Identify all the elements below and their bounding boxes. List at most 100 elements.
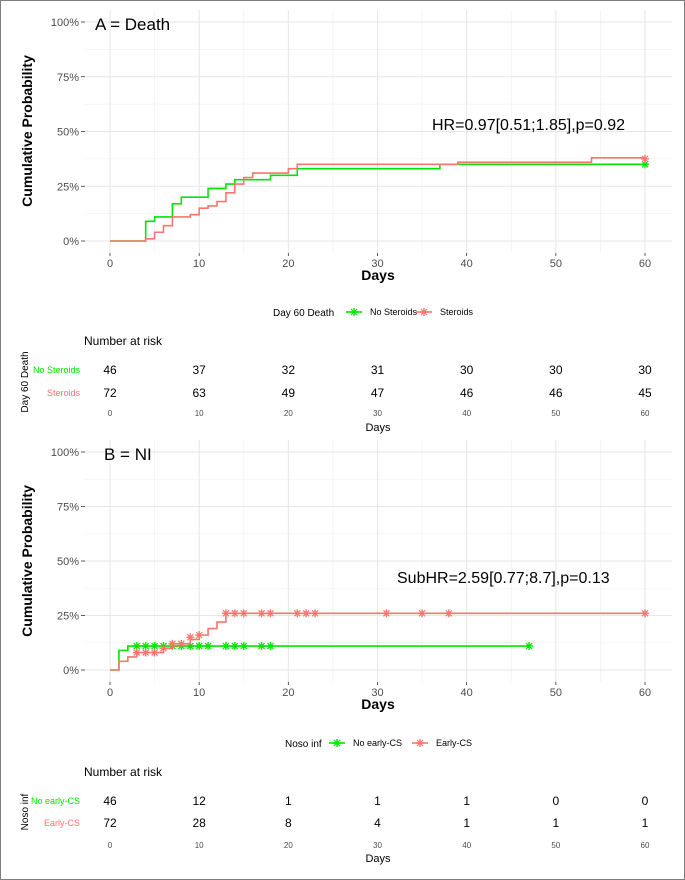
risk-count: 30 bbox=[549, 363, 563, 377]
censor-mark-d2 bbox=[641, 155, 649, 163]
risk-count: 1 bbox=[463, 816, 470, 830]
legend-key-mark-d2 bbox=[333, 739, 341, 747]
legend-key-mark-d2 bbox=[416, 739, 424, 747]
censor-mark-d2 bbox=[267, 642, 274, 650]
censor-mark-d2 bbox=[641, 609, 649, 617]
legend-title: Day 60 Death bbox=[273, 308, 334, 319]
censor-mark-d2 bbox=[195, 642, 203, 650]
legend-entry: No Steroids bbox=[370, 307, 418, 317]
risk-time-label: 0 bbox=[108, 409, 113, 418]
risk-count: 0 bbox=[552, 794, 559, 808]
risk-table-xlabel: Days bbox=[365, 422, 391, 434]
legend-key-mark-d2 bbox=[420, 308, 428, 316]
x-tick-label: 30 bbox=[371, 687, 383, 699]
series-line bbox=[110, 163, 645, 242]
risk-time-label: 60 bbox=[641, 409, 650, 418]
censor-mark-d2 bbox=[133, 649, 141, 656]
risk-count: 1 bbox=[642, 816, 649, 830]
y-tick-label: 0% bbox=[63, 665, 79, 677]
risk-strata-label: Early-CS bbox=[44, 818, 80, 828]
censor-mark-d2 bbox=[231, 642, 239, 650]
risk-count: 28 bbox=[192, 816, 206, 830]
risk-count: 46 bbox=[549, 386, 563, 400]
risk-count: 46 bbox=[103, 363, 117, 377]
censor-mark-d2 bbox=[240, 642, 248, 650]
hazard-ratio-annotation: HR=0.97[0.51;1.85],p=0.92 bbox=[432, 117, 625, 134]
y-axis-title: Cumulative Probability bbox=[19, 485, 35, 637]
censor-mark-d2 bbox=[222, 642, 230, 650]
censor-mark-d2 bbox=[231, 609, 239, 617]
censor-mark-d2 bbox=[258, 642, 266, 650]
y-tick-label: 50% bbox=[57, 556, 79, 568]
censor-mark-d2 bbox=[186, 633, 194, 641]
y-axis-title: Cumulative Probability bbox=[19, 55, 35, 207]
legend: Day 60 Death No Steroids Steroids bbox=[273, 307, 474, 319]
risk-count: 1 bbox=[463, 794, 470, 808]
risk-count: 30 bbox=[638, 363, 652, 377]
risk-count: 45 bbox=[638, 386, 652, 400]
risk-time-label: 40 bbox=[462, 841, 471, 850]
censor-mark-d2 bbox=[186, 642, 194, 650]
series-no-steroids bbox=[110, 160, 649, 242]
censor-mark-d2 bbox=[160, 644, 167, 652]
y-tick-label: 100% bbox=[51, 447, 79, 459]
series-line bbox=[110, 156, 645, 242]
risk-time-label: 30 bbox=[373, 409, 382, 418]
risk-count: 72 bbox=[103, 386, 117, 400]
series-steroids bbox=[110, 154, 649, 242]
risk-count: 46 bbox=[103, 794, 117, 808]
risk-time-label: 30 bbox=[373, 841, 382, 850]
risk-time-label: 50 bbox=[551, 841, 560, 850]
panel-a: 0% 25% 50% 75% 100% 0 10 20 30 40 50 60 Days Cumulati… bbox=[19, 10, 672, 434]
censor-mark-d2 bbox=[168, 640, 176, 648]
censor-mark-d2 bbox=[142, 649, 150, 656]
x-tick-label: 60 bbox=[639, 258, 651, 270]
censor-mark-d2 bbox=[177, 640, 185, 648]
risk-time-label: 10 bbox=[195, 409, 204, 418]
censor-mark-d2 bbox=[525, 642, 533, 650]
risk-count: 12 bbox=[192, 794, 206, 808]
censor-mark-d2 bbox=[258, 609, 266, 617]
x-tick-label: 0 bbox=[107, 687, 113, 699]
risk-time-label: 20 bbox=[284, 841, 293, 850]
risk-count: 1 bbox=[552, 816, 559, 830]
x-tick-label: 10 bbox=[193, 258, 205, 270]
legend-entry: Early-CS bbox=[436, 738, 472, 748]
risk-count: 4 bbox=[374, 816, 381, 830]
panel-b: 0%25%50%75%100%0 10 20 30 40 50 60DaysCumulati… bbox=[19, 440, 672, 865]
x-tick-label: 20 bbox=[282, 687, 294, 699]
y-tick-label: 100% bbox=[51, 17, 79, 29]
legend-title: Noso inf bbox=[285, 739, 322, 750]
y-tick-label: 25% bbox=[57, 611, 79, 623]
risk-count: 31 bbox=[371, 363, 385, 377]
censor-mark-d2 bbox=[195, 631, 203, 639]
x-tick-label: 50 bbox=[550, 258, 562, 270]
series-early-cs bbox=[110, 609, 649, 671]
risk-time-label: 20 bbox=[284, 409, 293, 418]
risk-table-ylabel: Noso inf bbox=[20, 793, 31, 830]
censor-mark-d2 bbox=[240, 609, 248, 617]
risk-time-label: 40 bbox=[462, 409, 471, 418]
x-tick-label: 50 bbox=[550, 687, 562, 699]
y-tick-label: 75% bbox=[57, 502, 79, 514]
risk-table: Number at risk Noso inf No early-CS 46 12 1 1 1… bbox=[20, 765, 650, 865]
censor-mark-d2 bbox=[222, 609, 230, 617]
legend-entry: Steroids bbox=[440, 307, 474, 317]
risk-table-title: Number at risk bbox=[84, 334, 163, 348]
legend: Noso inf No early-CS Early-CS bbox=[285, 738, 472, 750]
x-tick-label: 40 bbox=[461, 258, 473, 270]
y-tick-label: 50% bbox=[57, 127, 79, 139]
censor-mark-d2 bbox=[133, 642, 141, 650]
risk-table-ylabel: Day 60 Death bbox=[20, 351, 31, 412]
censor-mark-d2 bbox=[302, 609, 310, 617]
risk-count: 37 bbox=[192, 363, 206, 377]
risk-time-label: 50 bbox=[551, 409, 560, 418]
series-no-early-cs bbox=[110, 642, 534, 671]
x-tick-label: 10 bbox=[193, 687, 205, 699]
x-tick-label: 40 bbox=[461, 687, 473, 699]
risk-count: 46 bbox=[460, 386, 474, 400]
censor-mark-d2 bbox=[445, 609, 453, 617]
x-tick-label: 30 bbox=[371, 258, 383, 270]
risk-count: 8 bbox=[285, 816, 292, 830]
